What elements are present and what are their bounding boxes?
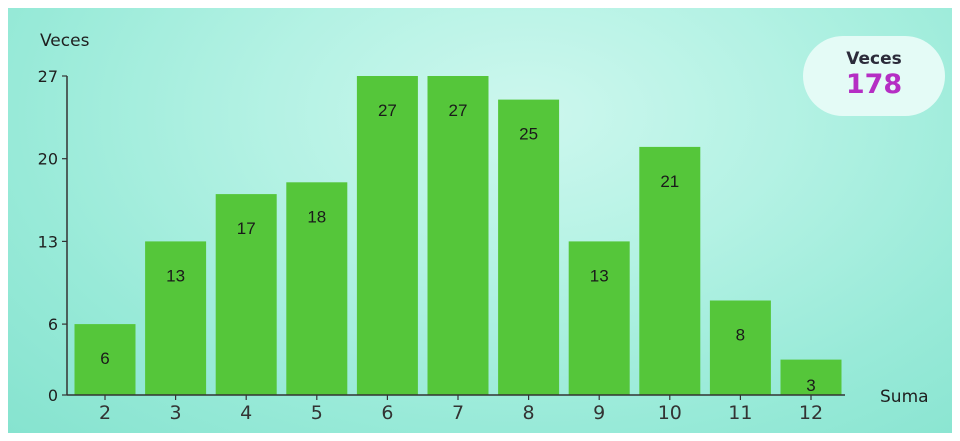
bar-value-label: 25 [519, 125, 538, 144]
bar-value-label: 27 [449, 101, 468, 120]
y-tick-label: 6 [48, 315, 58, 334]
bar-value-label: 17 [237, 219, 256, 238]
bar-value-label: 3 [806, 376, 815, 395]
x-tick-label: 12 [799, 402, 823, 424]
bar-6 [356, 76, 418, 395]
total-label: Veces [846, 49, 902, 69]
bar-value-label: 21 [660, 172, 679, 191]
bar-value-label: 13 [166, 266, 185, 285]
bar-10 [639, 146, 701, 395]
x-tick-label: 4 [240, 402, 252, 424]
bar-3 [145, 241, 207, 395]
bar-labels-layer: 6 13 17 18 27 27 25 13 21 8 3 [100, 101, 815, 395]
y-tick-label: 20 [38, 150, 58, 169]
y-tick-label: 13 [38, 232, 58, 251]
axes-layer [66, 76, 845, 396]
bar-value-label: 27 [378, 101, 397, 120]
ticks-layer: 2 3 4 5 6 7 8 9 10 11 12 0 6 13 20 27 [38, 67, 823, 424]
x-axis-title: Suma [880, 387, 929, 407]
x-tick-label: 11 [728, 402, 752, 424]
total-badge: Veces 178 [803, 36, 945, 116]
bar-5 [286, 182, 348, 395]
x-tick-label: 2 [99, 402, 111, 424]
bar-9 [568, 241, 630, 395]
bar-value-label: 18 [307, 207, 326, 226]
y-axis-title: Veces [40, 31, 90, 51]
y-tick-label: 0 [48, 386, 58, 405]
bar-12 [780, 359, 842, 395]
bar-2 [74, 324, 136, 395]
bar-7 [427, 76, 489, 395]
bar-value-label: 6 [100, 349, 109, 368]
bars-layer [74, 76, 842, 395]
x-tick-label: 9 [593, 402, 605, 424]
bar-8 [498, 99, 560, 395]
bar-4 [215, 194, 277, 395]
total-value: 178 [845, 69, 903, 100]
x-tick-label: 6 [381, 402, 393, 424]
x-tick-label: 7 [452, 402, 464, 424]
bar-value-label: 13 [590, 266, 609, 285]
bar-value-label: 8 [736, 326, 745, 345]
y-tick-label: 27 [38, 67, 58, 86]
x-tick-label: 8 [523, 402, 535, 424]
x-tick-label: 10 [658, 402, 682, 424]
x-tick-label: 5 [311, 402, 323, 424]
x-tick-label: 3 [170, 402, 182, 424]
bar-11 [709, 300, 771, 395]
